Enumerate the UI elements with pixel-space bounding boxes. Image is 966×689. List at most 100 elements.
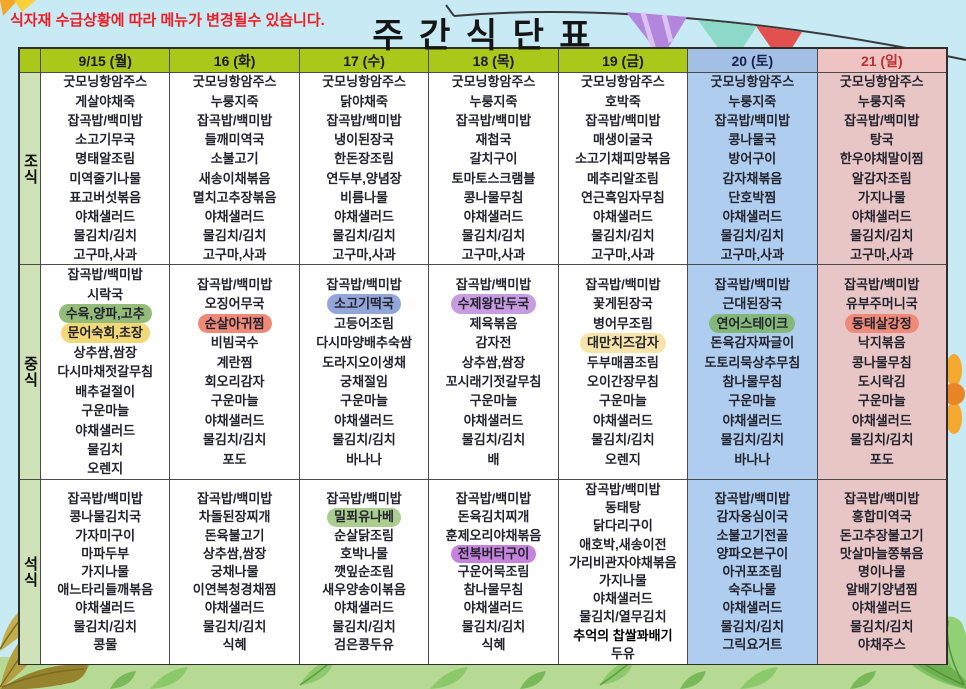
menu-item: 감자전 xyxy=(476,333,512,352)
menu-item-text: 추억의 찹쌀꽈배기 xyxy=(573,627,673,643)
menu-item-text: 야채샐러드 xyxy=(722,208,783,224)
menu-item-text: 잡곡밥/백미밥 xyxy=(196,276,273,292)
menu-item: 구운어묵조림 xyxy=(458,563,530,581)
menu-item: 야채샐러드 xyxy=(852,411,912,430)
day-header: 21 (일) xyxy=(816,49,946,72)
menu-item-text: 도시락김 xyxy=(857,374,906,389)
menu-item-text: 감자전 xyxy=(475,335,512,351)
menu-item-text: 잡곡밥/백미밥 xyxy=(455,276,532,292)
menu-item-text: 마파두부 xyxy=(81,545,130,561)
menu-item: 콩나물김치국 xyxy=(69,508,141,526)
menu-item-text: 바나나 xyxy=(734,451,771,467)
menu-item-text: 잡곡밥/백미밥 xyxy=(585,112,661,128)
menu-item: 가자미구이 xyxy=(75,527,135,545)
highlight-marker: 소고기떡국 xyxy=(327,294,401,314)
menu-item: 돈육김치찌개 xyxy=(458,508,530,526)
menu-item: 물김치/김치 xyxy=(721,430,784,449)
menu-item-text: 가자미구이 xyxy=(75,527,136,543)
menu-item: 잡곡밥/백미밥 xyxy=(456,111,531,130)
menu-item-text: 고구마,사과 xyxy=(461,247,526,263)
menu-item: 배추겉절이 xyxy=(75,382,135,401)
menu-item: 잡곡밥/백미밥 xyxy=(844,490,919,508)
menu-item-text: 야채샐러드 xyxy=(851,208,912,224)
menu-item-text: 잡곡밥/백미밥 xyxy=(585,482,661,497)
menu-item-text: 잡곡밥/백미밥 xyxy=(67,267,143,283)
menu-item-text: 누룽지죽 xyxy=(728,93,777,109)
menu-item-text: 굿모닝항암주스 xyxy=(63,74,148,90)
menu-item-text: 홍합미역국 xyxy=(851,509,912,525)
menu-item: 누룽지죽 xyxy=(470,92,518,111)
menu-item: 감자옹심이국 xyxy=(716,508,788,526)
menu-item: 콩나물무침 xyxy=(464,188,524,207)
menu-item-text: 깻잎순조림 xyxy=(334,563,394,579)
menu-item: 상추쌈,쌈장 xyxy=(462,353,525,372)
menu-cell: 잡곡밥/백미밥 밀푀유나베 순살닭조림 호박나물 깻잎순조림 새우양송이볶음 야채샐러드 물김… xyxy=(298,479,429,665)
menu-item: 물김치/김치 xyxy=(850,226,913,245)
menu-item-text: 차돌된장찌개 xyxy=(198,509,271,525)
menu-item: 야채샐러드 xyxy=(464,599,524,617)
menu-item: 훈제오리야채볶음 xyxy=(446,527,542,545)
menu-item: 맛살마늘쫑볶음 xyxy=(840,545,924,563)
highlight-marker: 수육,양파,고추 xyxy=(58,304,152,324)
menu-item-text: 야채샐러드 xyxy=(851,412,912,428)
menu-item: 야채샐러드 xyxy=(593,207,653,226)
menu-item-text: 가지나물 xyxy=(81,563,130,579)
menu-item-text: 재첩국 xyxy=(475,132,512,148)
menu-item: 잡곡밥/백미밥 xyxy=(68,111,143,130)
menu-item: 잡곡밥/백미밥 xyxy=(197,111,272,130)
menu-item: 오렌지 xyxy=(87,459,123,478)
menu-item-text: 소불고기 xyxy=(210,151,259,167)
menu-item: 검은콩두유 xyxy=(334,636,394,654)
menu-item: 물김치/김치 xyxy=(850,618,913,636)
menu-item-text: 잡곡밥/백미밥 xyxy=(714,112,791,128)
menu-item-text: 물김치 xyxy=(87,441,124,457)
menu-item: 물김치/김치 xyxy=(850,430,913,449)
menu-item-text: 돈육감자짜글이 xyxy=(710,335,795,351)
menu-item-text: 소불고기전골 xyxy=(716,527,789,543)
menu-item: 돈육불고기 xyxy=(205,527,265,545)
menu-cell: 굿모닝항암주스 누룽지죽 잡곡밥/백미밥 탕국 한우야채말이찜 알감자조림 가지나물 야채샐러… xyxy=(816,72,946,264)
menu-item: 잡곡밥/백미밥 xyxy=(585,275,660,294)
menu-item-text: 오렌지 xyxy=(87,461,124,477)
menu-item-text: 호박죽 xyxy=(604,93,641,109)
menu-item: 고구마,사과 xyxy=(332,245,395,264)
menu-item: 야채샐러드 xyxy=(75,421,135,440)
menu-item: 야채샐러드 xyxy=(722,411,782,430)
menu-item-text: 식혜 xyxy=(481,636,506,652)
menu-item: 물김치/열무김치 xyxy=(579,608,666,626)
menu-item: 굿모닝항암주스 xyxy=(840,72,924,91)
menu-item-text: 다시마양배추숙쌈 xyxy=(316,335,412,351)
menu-item: 물김치/김치 xyxy=(203,226,266,245)
menu-item-text: 명태알조림 xyxy=(75,151,136,167)
menu-item: 애느타리들깨볶음 xyxy=(57,581,153,599)
menu-cell: 잡곡밥/백미밥 콩나물김치국 가자미구이 마파두부 가지나물 애느타리들깨볶음 야채샐러드 물… xyxy=(40,479,170,665)
menu-item: 도시락김 xyxy=(858,372,906,391)
menu-cell: 잡곡밥/백미밥 오징어무국 순살아귀찜 비빔국수 계란찜 회오리감자 구운마늘 야채샐러드 물김… xyxy=(169,264,299,479)
menu-item: 소고기무국 xyxy=(75,130,135,149)
highlight-marker: 순살아귀찜 xyxy=(197,313,272,334)
menu-item-text: 야채샐러드 xyxy=(334,412,394,428)
menu-item: 가지나물 xyxy=(599,572,647,590)
menu-item-text: 누룽지죽 xyxy=(469,93,518,109)
menu-item: 참나물무침 xyxy=(464,581,524,599)
menu-item-text: 계란찜 xyxy=(216,354,253,370)
menu-item-text: 동태탕 xyxy=(604,500,641,516)
menu-item: 닭다리구이 xyxy=(593,517,653,535)
menu-item: 야채샐러드 xyxy=(464,207,524,226)
menu-item-text: 시락국 xyxy=(87,286,124,302)
menu-item: 게살야채죽 xyxy=(75,92,135,111)
menu-item-text: 고구마,사과 xyxy=(73,247,137,263)
menu-item-text: 배 xyxy=(487,451,500,467)
menu-item: 고구마,사과 xyxy=(721,245,784,264)
menu-item: 잡곡밥/백미밥 xyxy=(715,490,790,508)
menu-item: 잡곡밥/백미밥 xyxy=(844,111,919,130)
menu-item-text: 고구마,사과 xyxy=(591,247,655,263)
menu-item: 참나물무침 xyxy=(722,372,782,391)
menu-item: 잡곡밥/백미밥 xyxy=(715,111,790,130)
menu-item-text: 고등어조림 xyxy=(334,315,394,331)
menu-item-text: 굿모닝항암주스 xyxy=(839,74,924,90)
highlight-marker: 밀푀유나베 xyxy=(327,508,401,527)
menu-item-text: 야채샐러드 xyxy=(463,412,524,428)
menu-item: 표고버섯볶음 xyxy=(69,188,141,207)
